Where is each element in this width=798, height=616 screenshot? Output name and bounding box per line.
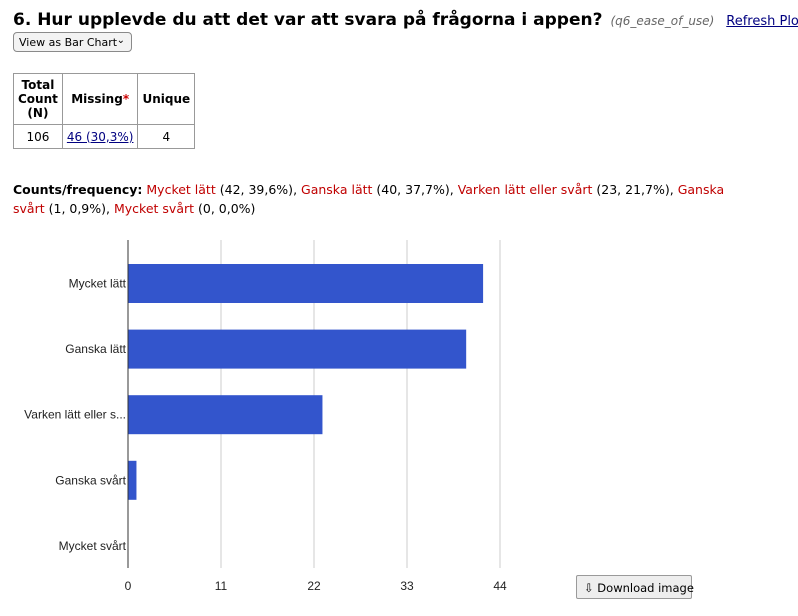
total-count-value: 106 <box>13 124 63 149</box>
question-title: 6. Hur upplevde du att det var att svara… <box>13 10 603 30</box>
count-category: Ganska lätt <box>301 182 373 197</box>
unique-value: 4 <box>137 124 196 149</box>
category-label: Varken lätt eller s... <box>24 408 126 422</box>
count-detail: (42, 39,6%) <box>219 182 294 197</box>
bar <box>128 329 467 369</box>
variable-name: (q6_ease_of_use) <box>610 14 715 28</box>
x-tick-label: 0 <box>125 579 132 593</box>
count-category: Varken lätt eller svårt <box>457 182 593 197</box>
count-detail: (23, 21,7%) <box>596 182 670 197</box>
category-label: Mycket svårt <box>59 539 127 553</box>
count-item: Mycket lätt (42, 39,6%), <box>146 182 298 197</box>
count-item: Ganska svårt (1, 0,9%), <box>13 182 725 216</box>
count-item: Varken lätt eller svårt (23, 21,7%), <box>457 182 674 197</box>
question-header: 6. Hur upplevde du att det var att svara… <box>13 10 798 30</box>
total-count-header: Total Count (N) <box>13 73 63 125</box>
total-header-line1: Total <box>21 78 55 92</box>
bar <box>128 264 484 303</box>
x-tick-label: 22 <box>307 579 321 593</box>
download-label: Download image <box>597 581 694 595</box>
count-category: Ganska svårt <box>13 182 725 216</box>
counts-frequency: Counts/frequency: Mycket lätt (42, 39,6%… <box>13 180 733 218</box>
bar <box>128 395 323 435</box>
missing-value-cell: 46 (30,3%) <box>61 124 139 149</box>
download-image-button[interactable]: ⇩ Download image <box>576 575 694 599</box>
counts-label: Counts/frequency: <box>13 182 143 197</box>
count-item: Ganska lätt (40, 37,7%), <box>301 182 454 197</box>
view-type-value: View as Bar Chart <box>19 36 118 49</box>
x-tick-label: 33 <box>400 579 414 593</box>
category-label: Mycket lätt <box>69 277 127 291</box>
count-item: Mycket svårt (0, 0,0%) <box>114 201 255 216</box>
stats-table: Total Count (N) Missing* Unique 106 46 (… <box>13 73 196 149</box>
category-label: Ganska lätt <box>65 342 126 356</box>
count-detail: (40, 37,7%) <box>376 182 450 197</box>
required-marker: * <box>122 92 130 106</box>
view-type-select[interactable]: View as Bar Chart ⌄ <box>13 32 132 52</box>
count-detail: (1, 0,9%) <box>48 201 107 216</box>
count-category: Mycket svårt <box>114 201 195 216</box>
refresh-plot-link[interactable]: Refresh Plot <box>726 14 798 29</box>
bar <box>128 460 137 500</box>
chevron-down-icon: ⌄ <box>116 35 125 46</box>
total-header-line2: Count <box>18 92 58 106</box>
missing-header-label: Missing <box>71 92 123 106</box>
x-tick-label: 11 <box>215 579 228 593</box>
download-icon: ⇩ <box>584 581 594 595</box>
missing-header: Missing* <box>61 73 139 125</box>
category-label: Ganska svårt <box>55 473 126 487</box>
unique-header: Unique <box>137 73 196 125</box>
total-header-line3: (N) <box>27 106 49 120</box>
count-category: Mycket lätt <box>146 182 216 197</box>
x-tick-label: 44 <box>493 579 507 593</box>
count-detail: (0, 0,0%) <box>198 201 256 216</box>
missing-value-link[interactable]: 46 (30,3%) <box>66 129 134 144</box>
bar-chart: Mycket lätt Ganska lätt Varken lätt eller … <box>24 240 507 593</box>
